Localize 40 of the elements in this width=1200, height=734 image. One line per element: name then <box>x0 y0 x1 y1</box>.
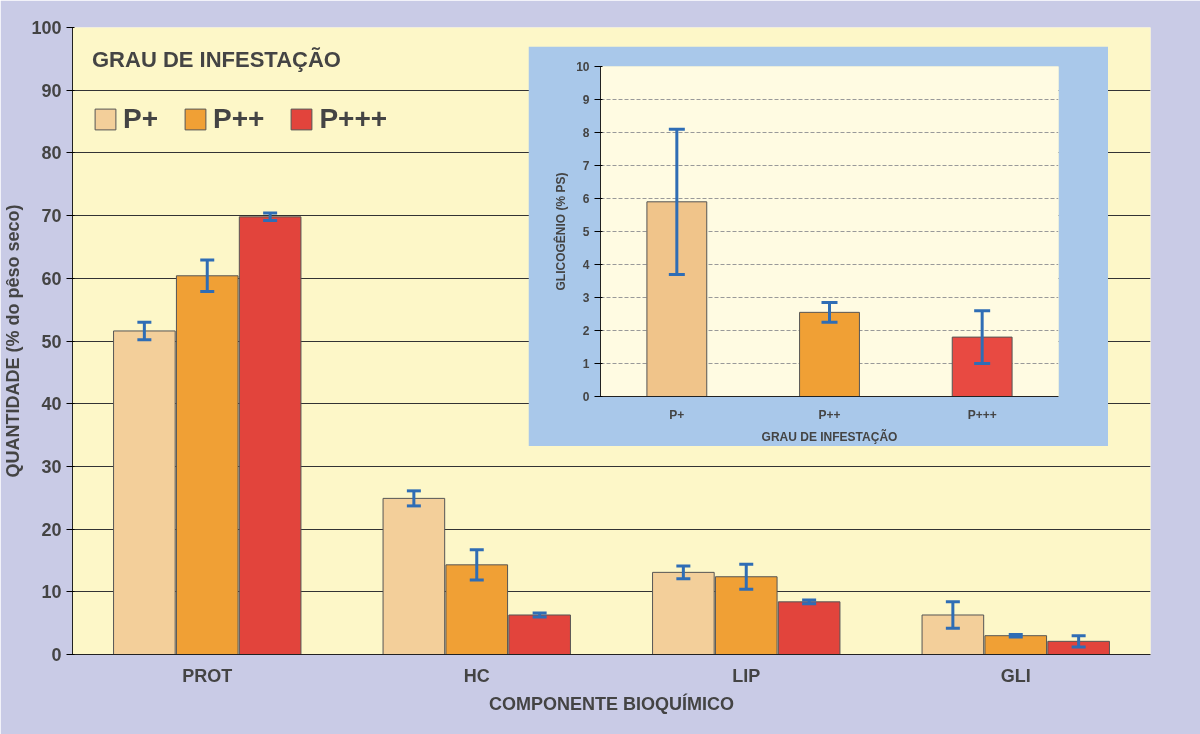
legend-title: GRAU DE INFESTAÇÃO <box>92 47 342 73</box>
y-tick-label: 3 <box>582 291 590 305</box>
x-tick-label: PROT <box>182 665 233 686</box>
y-tick-label: 60 <box>41 268 62 289</box>
y-tick-label: 5 <box>582 225 590 239</box>
y-tick-label: 80 <box>41 143 62 164</box>
x-tick-label: GLI <box>1000 665 1031 686</box>
y-tick-label: 20 <box>41 519 62 540</box>
y-tick-label: 10 <box>41 582 62 603</box>
x-tick-label: P++ <box>818 407 841 422</box>
y-tick-label: 40 <box>41 394 62 415</box>
y-tick-label: 30 <box>41 456 62 477</box>
legend-label: P+++ <box>319 103 388 135</box>
legend-label: P++ <box>213 103 265 135</box>
bar <box>799 311 860 397</box>
y-tick-label: 2 <box>582 324 590 338</box>
x-axis-title: COMPONENTE BIOQUÍMICO <box>489 692 735 714</box>
bar <box>951 336 1013 397</box>
bar <box>646 201 708 397</box>
y-axis-title: GLICOGÊNIO (% PS) <box>553 172 569 291</box>
y-tick-label: 9 <box>582 93 590 107</box>
y-tick-label: 70 <box>41 206 62 227</box>
y-tick-label: 100 <box>31 18 62 38</box>
y-tick-label: 0 <box>51 645 62 665</box>
x-tick-label: P+++ <box>967 407 997 422</box>
y-tick-label: 6 <box>582 192 590 206</box>
legend-label: P+ <box>123 103 159 135</box>
y-tick-label: 1 <box>582 357 590 371</box>
y-tick-label: 0 <box>582 390 590 404</box>
y-axis-title: QUANTIDADE (% do pêso seco) <box>3 204 24 478</box>
x-tick-label: P+ <box>669 407 685 422</box>
y-tick-label: 8 <box>582 126 590 140</box>
x-tick-label: LIP <box>732 665 761 686</box>
x-tick-label: HC <box>463 665 490 686</box>
x-axis-title: GRAU DE INFESTAÇÃO <box>761 428 898 444</box>
y-tick-label: 50 <box>41 331 62 352</box>
y-tick-label: 4 <box>582 258 590 272</box>
y-tick-label: 10 <box>576 60 590 74</box>
y-tick-label: 90 <box>41 80 62 101</box>
y-tick-label: 7 <box>582 159 590 173</box>
